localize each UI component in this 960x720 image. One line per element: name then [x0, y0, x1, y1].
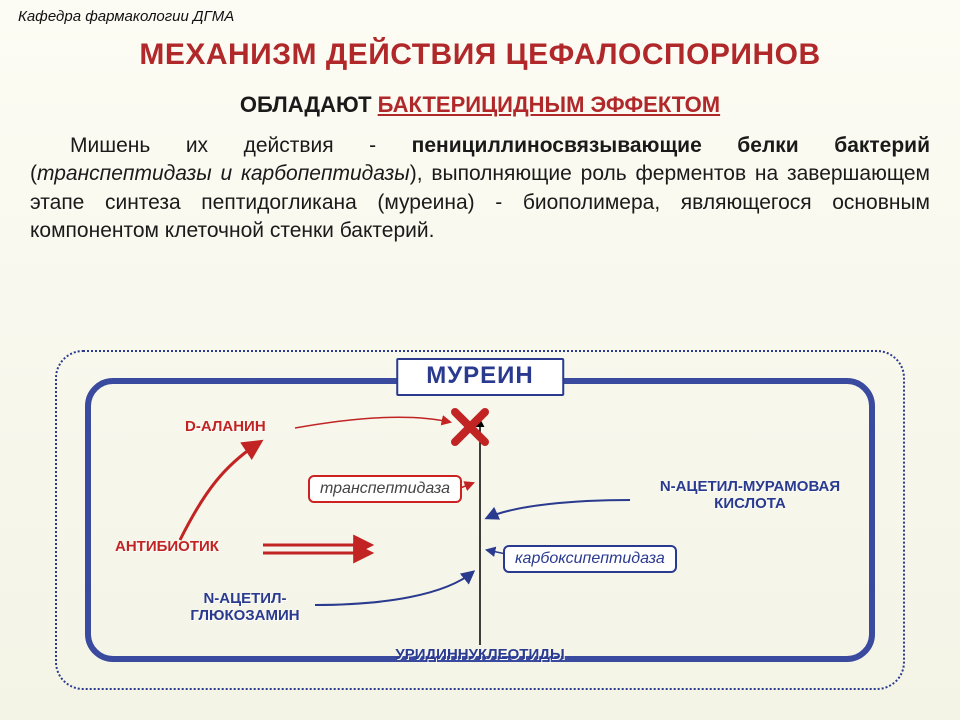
d-alanine-label: D-АЛАНИН [185, 418, 266, 435]
body-paragraph: Мишень их действия - пенициллиносвязываю… [30, 132, 930, 245]
n-acetyl-muramic-l1: N-АЦЕТИЛ-МУРАМОВАЯ [660, 478, 840, 495]
n-acetyl-muramic-label: N-АЦЕТИЛ-МУРАМОВАЯ КИСЛОТА [635, 478, 865, 512]
body-t2: пенициллиносвязывающие белки бактерий [412, 134, 930, 157]
department-label: Кафедра фармакологии ДГМА [18, 8, 234, 25]
slide: Кафедра фармакологии ДГМА МЕХАНИЗМ ДЕЙСТ… [0, 0, 960, 720]
carboxypeptidase-box: карбоксипептидаза [503, 545, 677, 573]
subtitle: ОБЛАДАЮТ БАКТЕРИЦИДНЫМ ЭФФЕКТОМ [0, 92, 960, 118]
diagram-svg [55, 350, 905, 690]
n-acetyl-glucosamine-l1: N-АЦЕТИЛ- [203, 590, 286, 607]
n-acetyl-muramic-l2: КИСЛОТА [714, 495, 786, 512]
transpeptidase-box: транспептидаза [308, 475, 462, 503]
antibiotic-label: АНТИБИОТИК [115, 538, 219, 555]
body-t1: Мишень их действия - [70, 134, 412, 157]
subtitle-emphasis: БАКТЕРИЦИДНЫМ ЭФФЕКТОМ [378, 92, 720, 117]
n-acetyl-glucosamine-l2: ГЛЮКОЗАМИН [190, 607, 299, 624]
n-acetyl-glucosamine-label: N-АЦЕТИЛ- ГЛЮКОЗАМИН [170, 590, 320, 624]
uridine-label: УРИДИННУКЛЕОТИДЫ [55, 646, 905, 663]
page-title: МЕХАНИЗМ ДЕЙСТВИЯ ЦЕФАЛОСПОРИНОВ [0, 38, 960, 72]
diagram: МУРЕИН D-АЛАНИН транспептидаза АНТИБИОТИ… [55, 350, 905, 690]
body-t3: ( [30, 162, 37, 185]
murein-label-box: МУРЕИН [396, 358, 564, 396]
subtitle-plain: ОБЛАДАЮТ [240, 92, 378, 117]
body-t4: транспептидазы и карбопептидазы [37, 162, 410, 185]
